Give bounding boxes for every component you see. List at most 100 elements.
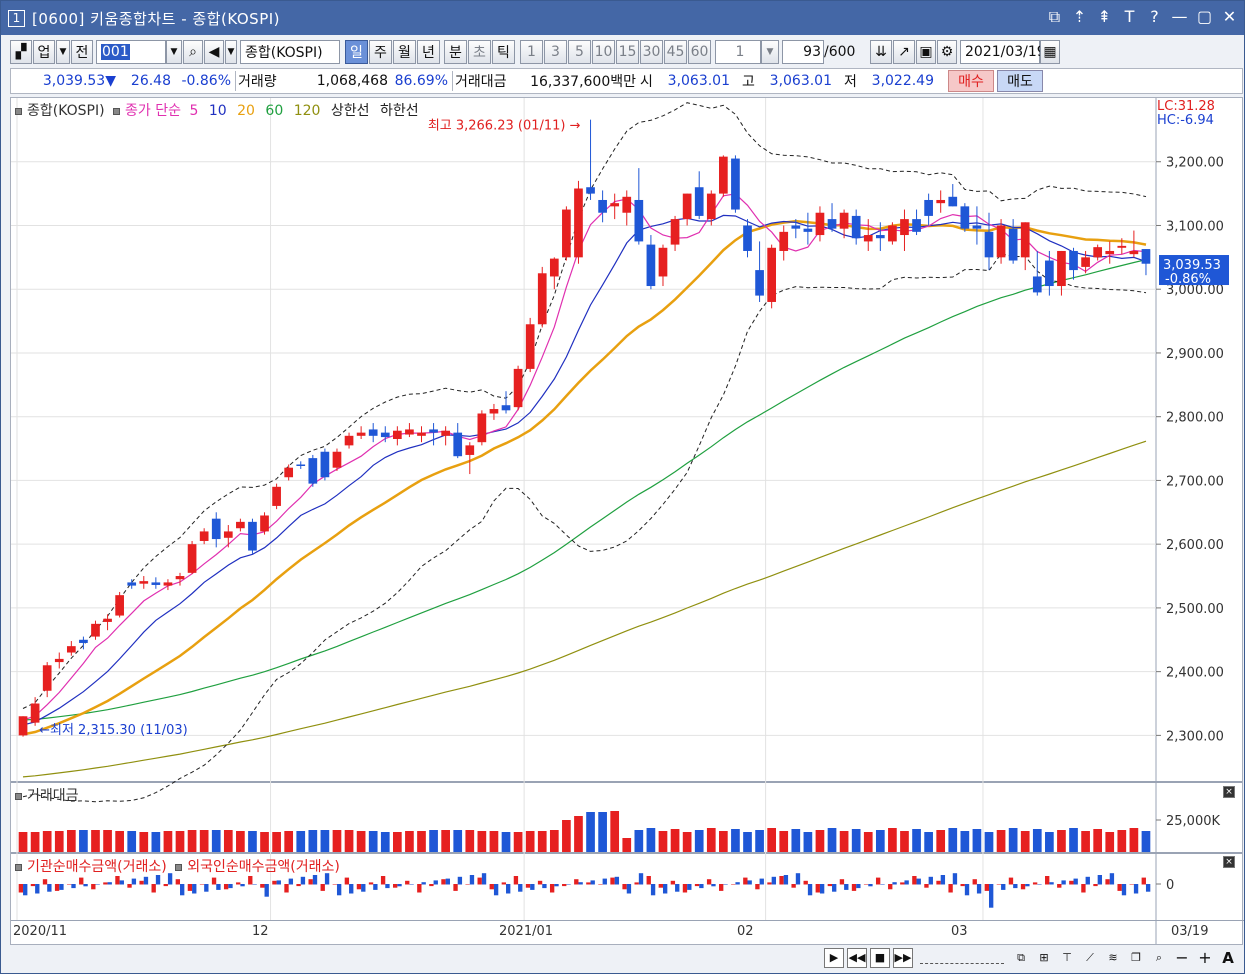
close-pane-icon[interactable]: ×: [1223, 786, 1235, 798]
minus-icon[interactable]: −: [1175, 948, 1189, 967]
fib-icon[interactable]: ≋: [1108, 951, 1118, 964]
minute-30[interactable]: 30: [640, 40, 663, 64]
scroll-right-icon[interactable]: ▶: [824, 947, 844, 968]
minute-10[interactable]: 10: [592, 40, 615, 64]
amount-bar: [562, 820, 571, 852]
foreign-bar: [336, 884, 342, 896]
candle-body: [948, 196, 958, 207]
period-second[interactable]: 초: [468, 40, 491, 64]
close-icon[interactable]: ✕: [1222, 7, 1237, 26]
minute-45[interactable]: 45: [664, 40, 687, 64]
cursor-icon[interactable]: ⊤: [1062, 951, 1072, 964]
period-week[interactable]: 주: [369, 40, 392, 64]
candle-body: [610, 203, 620, 207]
calendar-icon[interactable]: ▦: [1040, 40, 1060, 64]
gear-icon[interactable]: ⚙: [937, 40, 957, 64]
amount-bar: [284, 831, 294, 852]
grid-icon[interactable]: ⊞: [1039, 951, 1049, 964]
institution-bar: [562, 884, 567, 887]
copy-icon[interactable]: ❐: [1131, 951, 1141, 964]
legend-ma10[interactable]: 10: [208, 103, 227, 119]
sell-button[interactable]: 매도: [997, 70, 1043, 92]
legend-lower[interactable]: 하한선: [379, 103, 419, 119]
pin-icon[interactable]: ⇡: [1072, 7, 1087, 26]
code-input[interactable]: 001: [96, 40, 166, 64]
date-input[interactable]: 2021/03/19: [960, 40, 1046, 64]
fast-forward-icon[interactable]: ▶▶: [893, 947, 913, 968]
chart-area[interactable]: 3,200.00 3,100.00 3,000.00 2,900.00 2,800.00…: [10, 97, 1244, 945]
link-icon[interactable]: ⧉: [1048, 7, 1061, 26]
zoom-in-icon[interactable]: ⇊: [870, 40, 892, 64]
split-icon[interactable]: ⧉: [1017, 950, 1025, 964]
amount-bar: [236, 831, 245, 852]
legend-ma60[interactable]: 60: [265, 103, 284, 119]
institution-bar: [248, 876, 253, 885]
stop-icon[interactable]: ■: [870, 947, 890, 968]
foreign-bar: [650, 884, 656, 896]
amount-label[interactable]: 거래대금: [27, 788, 79, 804]
legend-name[interactable]: 종합(KOSPI): [27, 103, 105, 119]
zoom-icon[interactable]: ⌕: [1155, 950, 1163, 964]
market-button[interactable]: 업: [33, 40, 55, 64]
top-icon[interactable]: ⇞: [1097, 7, 1112, 26]
amount-bar: [42, 831, 52, 852]
minute-60[interactable]: 60: [688, 40, 711, 64]
amount-bar: [888, 828, 897, 852]
period-year[interactable]: 년: [417, 40, 440, 64]
multiplier-dropdown-icon[interactable]: ▼: [761, 40, 779, 64]
minute-3[interactable]: 3: [544, 40, 567, 64]
period-day[interactable]: 일: [345, 40, 368, 64]
speaker-icon[interactable]: ◀: [204, 40, 224, 64]
font-size-icon[interactable]: A: [1222, 948, 1234, 967]
minute-5[interactable]: 5: [568, 40, 591, 64]
period-month[interactable]: 월: [393, 40, 416, 64]
legend-ma5[interactable]: 5: [189, 103, 199, 119]
institution-bar: [694, 884, 700, 887]
candle-body: [562, 209, 571, 258]
plus-icon[interactable]: +: [1198, 948, 1212, 967]
candle-body: [1069, 250, 1078, 271]
price-legend: 종합(KOSPI) 종가 단순 5 10 20 60 120 상한선 하한선: [15, 100, 419, 120]
rewind-icon[interactable]: ◀◀: [847, 947, 867, 968]
buy-button[interactable]: 매수: [948, 70, 994, 92]
multiplier-input[interactable]: 1: [715, 40, 761, 64]
maximize-icon[interactable]: ▢: [1196, 7, 1213, 26]
candle-body: [779, 231, 789, 251]
layout-icon[interactable]: ▞: [10, 40, 32, 64]
y-tick-label: 3,200.00: [1166, 156, 1224, 171]
search-icon[interactable]: ⌕: [183, 40, 203, 64]
line-icon[interactable]: ⟋: [1086, 950, 1094, 964]
market-dropdown-icon[interactable]: ▼: [56, 40, 70, 64]
period-minute[interactable]: 분: [444, 40, 467, 64]
count-input[interactable]: 93: [782, 40, 824, 64]
flow-label-foreign[interactable]: 외국인순매수금액(거래소): [187, 859, 340, 875]
institution-bar: [1081, 884, 1086, 893]
legend-ma120[interactable]: 120: [293, 103, 321, 119]
code-dropdown-icon[interactable]: ▼: [166, 40, 182, 64]
close-pane-icon[interactable]: ×: [1223, 856, 1235, 868]
save-icon[interactable]: ▣: [916, 40, 936, 64]
period-tick[interactable]: 틱: [492, 40, 515, 64]
institution-bar: [827, 884, 833, 887]
font-icon[interactable]: T: [1124, 7, 1135, 26]
flow-label-institution[interactable]: 기관순매수금액(거래소): [27, 859, 167, 875]
amount-bar: [827, 828, 837, 852]
institution-bar: [477, 877, 482, 885]
speaker-dropdown-icon[interactable]: ▼: [225, 40, 237, 64]
legend-ma20[interactable]: 20: [237, 103, 255, 119]
ma20-line: [22, 219, 1147, 736]
minute-15[interactable]: 15: [616, 40, 639, 64]
minute-1[interactable]: 1: [520, 40, 543, 64]
quote-change: 26.48: [130, 73, 171, 89]
legend-upper[interactable]: 상한선: [330, 103, 370, 119]
legend-ma-label[interactable]: 종가 단순: [125, 103, 182, 119]
y-tick-label: 2,800.00: [1166, 411, 1224, 426]
help-icon[interactable]: ?: [1150, 7, 1159, 26]
trend-icon[interactable]: ↗: [893, 40, 915, 64]
foreign-bar: [252, 884, 257, 885]
prev-button[interactable]: 전: [71, 40, 93, 64]
minimize-icon[interactable]: —: [1171, 7, 1188, 26]
speed-slider[interactable]: [920, 952, 1004, 964]
chart-canvas[interactable]: 3,200.00 3,100.00 3,000.00 2,900.00 2,800.00…: [11, 98, 1242, 944]
foreign-bar: [662, 884, 668, 894]
